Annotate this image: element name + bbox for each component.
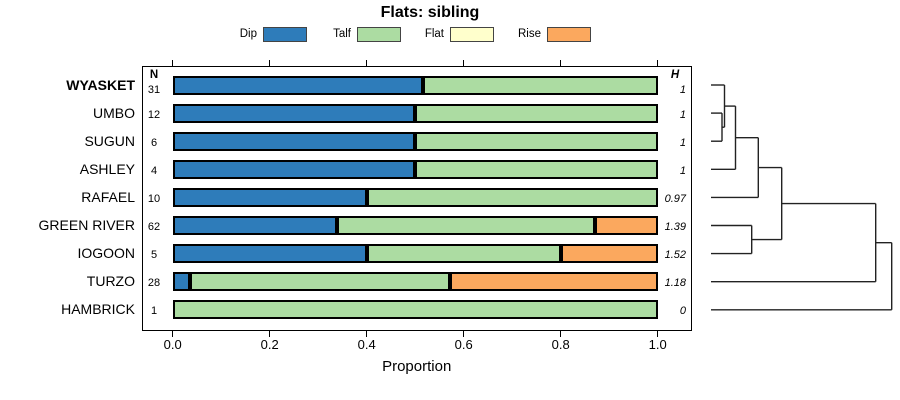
axis-tick <box>269 60 271 66</box>
x-axis-title: Proportion <box>382 358 452 375</box>
h-value: 0.97 <box>664 193 686 206</box>
h-value: 1 <box>679 84 686 96</box>
h-value: 1.18 <box>664 277 686 290</box>
legend-label: Talf <box>333 28 351 40</box>
axis-tick-label: 0.8 <box>551 337 570 352</box>
n-value: 1 <box>150 305 158 318</box>
axis-tick <box>269 331 271 337</box>
bar-segment <box>172 159 416 179</box>
bar-segment <box>172 271 191 291</box>
bar-segment <box>172 243 367 263</box>
n-value: 31 <box>147 84 161 96</box>
legend-swatch <box>263 27 307 42</box>
axis-tick-label: 0.4 <box>357 337 376 352</box>
bar-segment <box>415 131 658 151</box>
axis-tick <box>463 60 465 66</box>
bar-segment <box>415 103 658 123</box>
n-value: 62 <box>147 221 161 234</box>
bar-segment <box>172 215 338 235</box>
axis-tick-label: 0.2 <box>260 337 279 352</box>
row-label: GREEN RIVER <box>38 217 135 234</box>
h-value: 1.52 <box>664 249 686 262</box>
h-value: 1.39 <box>664 221 686 234</box>
bar-segment <box>366 187 658 207</box>
axis-tick <box>560 331 562 337</box>
row-label: UMBO <box>93 105 135 122</box>
bar-segment <box>172 75 423 95</box>
legend-label: Flat <box>424 28 444 40</box>
bar-segment <box>190 271 451 291</box>
bar-segment <box>595 215 658 235</box>
axis-tick <box>366 60 368 66</box>
bar-segment <box>172 131 416 151</box>
axis-tick <box>657 60 659 66</box>
h-value: 1 <box>679 109 686 122</box>
n-value: 10 <box>147 193 161 206</box>
legend-swatch <box>357 27 401 42</box>
legend-label: Rise <box>517 28 541 40</box>
row-label: WYASKET <box>66 77 135 93</box>
n-column-header: N <box>149 69 159 81</box>
n-value: 12 <box>147 109 161 122</box>
axis-tick <box>172 331 174 337</box>
axis-tick-label: 0.6 <box>454 337 473 352</box>
row-label: IOGOON <box>77 245 135 262</box>
axis-tick <box>366 331 368 337</box>
axis-tick-label: 0.0 <box>163 337 182 352</box>
row-label: HAMBRICK <box>61 301 135 318</box>
axis-tick-label: 1.0 <box>648 337 667 352</box>
axis-tick <box>463 331 465 337</box>
bar-segment <box>415 159 658 179</box>
bar-segment <box>366 243 561 263</box>
chart-title: Flats: sibling <box>380 4 480 21</box>
bar-segment <box>450 271 659 291</box>
bar-segment <box>172 187 367 207</box>
h-value: 1 <box>679 137 686 150</box>
h-column-header: H <box>670 69 680 81</box>
bar-segment <box>422 75 658 95</box>
bar-segment <box>172 299 658 319</box>
axis-tick <box>657 331 659 337</box>
axis-tick <box>172 60 174 66</box>
n-value: 4 <box>150 165 158 178</box>
row-label: TURZO <box>86 273 135 290</box>
h-value: 0 <box>679 305 686 318</box>
row-label: RAFAEL <box>81 189 135 206</box>
h-value: 1 <box>679 165 686 178</box>
row-label: ASHLEY <box>79 161 135 178</box>
bar-segment <box>172 103 416 123</box>
bar-segment <box>560 243 658 263</box>
n-value: 28 <box>147 277 161 290</box>
legend-swatch <box>450 27 494 42</box>
axis-tick <box>560 60 562 66</box>
bar-segment <box>337 215 596 235</box>
n-value: 6 <box>150 137 158 150</box>
legend-label: Dip <box>239 28 257 40</box>
legend-swatch <box>547 27 591 42</box>
row-label: SUGUN <box>84 133 135 150</box>
n-value: 5 <box>150 249 158 262</box>
